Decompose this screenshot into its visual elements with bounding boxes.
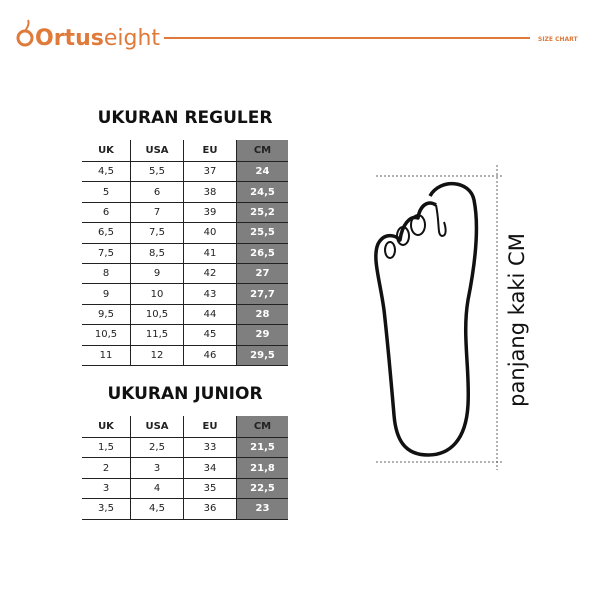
table-title: UKURAN REGULER xyxy=(97,108,273,128)
table-cell: 4,5 xyxy=(130,499,183,519)
table-cell: 3,5 xyxy=(98,503,114,515)
table-row: 3 4 35 22,5 xyxy=(82,478,288,500)
table-cell: 46 xyxy=(183,345,236,365)
table-cell: 12 xyxy=(130,345,183,365)
header-label: SIZE CHART xyxy=(538,36,579,43)
foot-label: panjang kaki CM xyxy=(505,233,529,407)
table-cell: 10 xyxy=(130,284,183,304)
table-cell: 7,5 xyxy=(98,247,114,259)
table-cell: 8,5 xyxy=(130,243,183,263)
column-header: USA xyxy=(130,416,183,437)
table-cell: 29,5 xyxy=(236,345,288,365)
table-cell: 45 xyxy=(183,325,236,345)
table-cell: 6,5 xyxy=(98,227,114,239)
table-cell: 37 xyxy=(183,162,236,182)
table-cell: 2,5 xyxy=(130,438,183,458)
table-cell: 21,8 xyxy=(236,458,288,478)
table-cell: 27 xyxy=(236,263,288,284)
table-row: 10,5 11,5 45 29 xyxy=(82,325,288,346)
table-row: 2 3 34 21,8 xyxy=(82,458,288,479)
logo-flame xyxy=(24,19,30,32)
header-row: UK USA EU CM xyxy=(82,416,288,438)
table-cell: 11,5 xyxy=(130,325,183,345)
table-cell: 40 xyxy=(183,223,236,243)
table-cell: 5,5 xyxy=(130,162,183,182)
column-header: CM xyxy=(236,140,288,161)
column-header: EU xyxy=(183,416,236,437)
table-cell: 33 xyxy=(183,438,236,458)
table-cell: 36 xyxy=(183,499,236,519)
table-row: 1,5 2,5 33 21,5 xyxy=(82,438,288,459)
table-row: 9 10 43 27,7 xyxy=(82,284,288,305)
table-cell: 2 xyxy=(102,462,110,474)
table-title: UKURAN JUNIOR xyxy=(107,384,263,404)
table-row: 8 9 42 27 xyxy=(82,263,288,285)
table-cell: 25,2 xyxy=(236,202,288,223)
table-row: 9,5 10,5 44 28 xyxy=(82,304,288,326)
table-cell: 29 xyxy=(236,325,288,345)
column-header: UK xyxy=(98,421,114,432)
table-cell: 8 xyxy=(102,268,110,280)
table-cell: 26,5 xyxy=(236,243,288,263)
table-cell: 23 xyxy=(236,499,288,519)
table-cell: 27,7 xyxy=(236,284,288,304)
table-cell: 42 xyxy=(183,263,236,284)
column-header: EU xyxy=(183,140,236,161)
measure-lines xyxy=(376,165,502,470)
table-cell: 7,5 xyxy=(130,223,183,243)
table-cell: 11 xyxy=(99,349,113,361)
table-cell: 35 xyxy=(183,478,236,499)
table-cell: 25,5 xyxy=(236,223,288,243)
table-row: 6 7 39 25,2 xyxy=(82,202,288,224)
table-cell: 41 xyxy=(183,243,236,263)
table-cell: 4 xyxy=(130,478,183,499)
table-cell: 7 xyxy=(130,202,183,223)
size-table: UK USA EU CM 1,5 2,5 33 21,5 2 3 34 21,8 3 4 35 22,5 3,5… xyxy=(82,416,288,520)
table-cell: 9 xyxy=(102,288,110,300)
table-row: 7,5 8,5 41 26,5 xyxy=(82,243,288,264)
column-header: USA xyxy=(130,140,183,161)
logo-icon xyxy=(16,29,34,47)
column-header: UK xyxy=(98,145,114,156)
table-cell: 9 xyxy=(130,263,183,284)
logo: Ortuseight xyxy=(35,26,160,51)
table-row: 3,5 4,5 36 23 xyxy=(82,499,288,520)
table-row: 5 6 38 24,5 xyxy=(82,182,288,203)
table-cell: 21,5 xyxy=(236,438,288,458)
size-table: UK USA EU CM 4,5 5,5 37 24 5 6 38 24,5 6 7 39 25,2 6,5 7,… xyxy=(82,140,288,366)
column-header: CM xyxy=(236,416,288,437)
table-cell: 1,5 xyxy=(98,442,114,454)
table-cell: 6 xyxy=(130,182,183,202)
table-cell: 44 xyxy=(183,304,236,325)
table-cell: 24,5 xyxy=(236,182,288,202)
table-cell: 4,5 xyxy=(98,166,114,178)
table-cell: 9,5 xyxy=(98,308,114,320)
table-row: 4,5 5,5 37 24 xyxy=(82,162,288,183)
table-cell: 5 xyxy=(102,186,110,198)
table-cell: 22,5 xyxy=(236,478,288,499)
table-cell: 43 xyxy=(183,284,236,304)
table-cell: 10,5 xyxy=(130,304,183,325)
table-cell: 28 xyxy=(236,304,288,325)
table-cell: 34 xyxy=(183,458,236,478)
table-row: 6,5 7,5 40 25,5 xyxy=(82,223,288,244)
table-cell: 38 xyxy=(183,182,236,202)
table-cell: 3 xyxy=(130,458,183,478)
header-row: UK USA EU CM xyxy=(82,140,288,162)
foot xyxy=(374,181,479,457)
table-row: 11 12 46 29,5 xyxy=(82,345,288,366)
table-cell: 24 xyxy=(236,162,288,182)
table-cell: 6 xyxy=(102,206,110,218)
table-cell: 10,5 xyxy=(94,329,118,341)
table-cell: 39 xyxy=(183,202,236,223)
table-cell: 3 xyxy=(102,482,110,494)
